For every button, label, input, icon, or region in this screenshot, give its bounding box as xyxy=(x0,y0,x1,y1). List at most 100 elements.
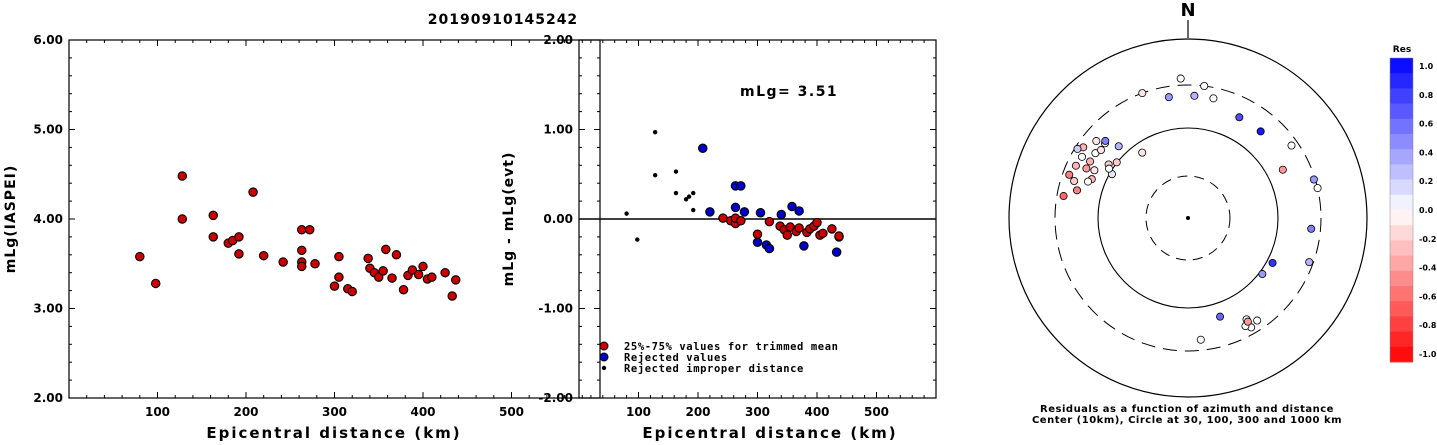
station-residual-point xyxy=(1086,157,1095,166)
colorbar-tick-label: -0.8 xyxy=(1419,321,1437,330)
data-point xyxy=(310,258,320,269)
station-residual-point xyxy=(1200,81,1209,90)
data-point xyxy=(447,291,457,301)
rejected-point xyxy=(787,201,797,212)
trimmed-point xyxy=(782,230,792,240)
colorbar-tick-label: -0.2 xyxy=(1419,235,1437,244)
legend-label: Rejected values xyxy=(624,352,728,364)
station-residual-point xyxy=(1190,91,1199,100)
data-point xyxy=(347,286,357,297)
trimmed-point xyxy=(827,224,837,234)
polar-ring-30km xyxy=(1145,175,1231,261)
improper-point xyxy=(652,172,658,178)
data-point xyxy=(135,251,145,262)
station-residual-point xyxy=(1309,175,1318,184)
colorbar-title: Res xyxy=(1393,45,1411,55)
data-point xyxy=(373,272,384,282)
station-residual-point xyxy=(1138,148,1147,157)
rejected-point xyxy=(739,207,750,217)
rejected-point xyxy=(705,207,715,217)
station-residual-point xyxy=(1243,317,1252,326)
station-residual-point xyxy=(1268,258,1277,267)
improper-point xyxy=(624,211,629,216)
station-residual-point xyxy=(1307,224,1316,233)
station-residual-point xyxy=(1101,136,1110,145)
data-point xyxy=(177,171,188,181)
colorbar-band xyxy=(1390,164,1413,181)
data-point xyxy=(297,224,307,235)
station-residual-point xyxy=(1138,89,1147,98)
y-tick-label: 6.00 xyxy=(33,33,63,47)
colorbar-band xyxy=(1390,103,1413,120)
trimmed-point xyxy=(718,213,728,223)
colorbar-band xyxy=(1390,194,1413,211)
data-point xyxy=(329,281,340,291)
data-point xyxy=(381,244,391,255)
data-point xyxy=(387,273,397,283)
colorbar-tick-label: 0.6 xyxy=(1419,120,1434,129)
x-tick-label: 200 xyxy=(233,405,258,419)
trimmed-point xyxy=(752,229,763,239)
station-residual-point xyxy=(1073,186,1082,195)
x-tick-label: 500 xyxy=(864,405,889,419)
rejected-point xyxy=(794,206,804,216)
trimmed-point xyxy=(736,216,746,226)
y-tick-label: 3.00 xyxy=(33,302,63,316)
polar-caption-line1: Residuals as a function of azimuth and d… xyxy=(1040,404,1334,415)
colorbar-tick-label: 0.4 xyxy=(1419,148,1434,157)
station-residual-point xyxy=(1105,164,1114,173)
station-residual-point xyxy=(1073,144,1082,153)
figure-title: 20190910145242 xyxy=(428,12,578,28)
colorbar-band xyxy=(1390,331,1413,348)
data-point xyxy=(391,250,402,260)
station-residual-point xyxy=(1253,316,1262,325)
trimmed-point xyxy=(764,216,775,227)
y-tick-label: 1.00 xyxy=(543,123,573,137)
legend-marker xyxy=(599,341,609,351)
colorbar-band xyxy=(1390,88,1413,105)
colorbar-band xyxy=(1390,346,1413,363)
colorbar-band xyxy=(1390,134,1413,150)
polar-ring-100km xyxy=(1097,127,1279,309)
rejected-point xyxy=(764,243,775,254)
station-residual-point xyxy=(1256,127,1265,136)
y-tick-label: 5.00 xyxy=(33,123,63,137)
improper-point xyxy=(683,197,689,202)
data-point xyxy=(418,261,428,272)
station-residual-point xyxy=(1084,177,1093,186)
colorbar-tick-label: -0.6 xyxy=(1419,292,1437,301)
station-residual-point xyxy=(1090,166,1099,175)
station-residual-point xyxy=(1112,158,1121,167)
north-label: N xyxy=(1180,0,1195,21)
x-tick-label: 100 xyxy=(145,405,170,419)
data-point xyxy=(334,251,344,262)
station-residual-point xyxy=(1065,170,1074,179)
trimmed-point xyxy=(818,228,828,239)
improper-point xyxy=(691,190,696,196)
x-tick-label: 400 xyxy=(410,405,435,419)
colorbar-band xyxy=(1390,225,1413,241)
improper-point xyxy=(635,237,640,242)
data-point xyxy=(297,261,307,272)
data-point xyxy=(278,257,288,267)
colorbar-tick-label: 1.0 xyxy=(1419,62,1434,71)
rejected-point xyxy=(755,207,766,218)
data-point xyxy=(378,266,388,276)
rejected-point xyxy=(831,247,842,257)
station-residual-point xyxy=(1278,165,1287,174)
polar-center xyxy=(1186,216,1190,220)
polar-ring-1000km xyxy=(1008,38,1368,398)
colorbar-band xyxy=(1390,316,1413,333)
x-tick-label: 200 xyxy=(685,405,710,419)
station-residual-point xyxy=(1313,184,1322,193)
x-tick-label: 300 xyxy=(322,405,347,419)
station-residual-point xyxy=(1258,270,1267,279)
improper-point xyxy=(691,207,696,213)
colorbar-band xyxy=(1390,255,1413,272)
data-point xyxy=(234,249,244,259)
data-point xyxy=(177,214,188,224)
station-residual-point xyxy=(1059,192,1068,201)
rejected-point xyxy=(752,237,763,248)
plot2-ylabel: mLg - mLg(evt) xyxy=(501,152,517,287)
data-point xyxy=(208,232,219,242)
